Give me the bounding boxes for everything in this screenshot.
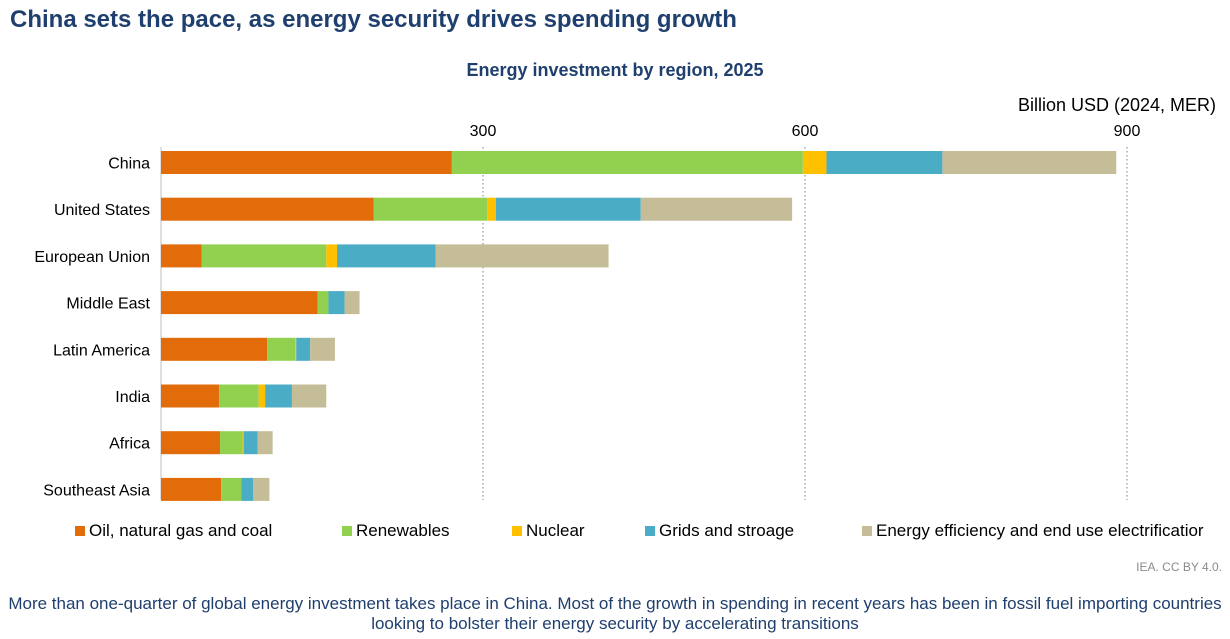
bar-segment — [241, 477, 254, 501]
bar-segment — [257, 431, 273, 455]
bar-segment — [221, 477, 242, 501]
bar-segment — [487, 197, 496, 221]
category-label-southeast-asia: Southeast Asia — [43, 482, 150, 499]
credit-text: IEA. CC BY 4.0. — [1136, 560, 1222, 574]
stacked-bar-chart: 300 600 900 China United States European Unio… — [34, 123, 1141, 501]
category-label-africa: Africa — [109, 436, 150, 453]
legend-item: Energy efficiency and end use electrific… — [862, 521, 1204, 541]
bar-segment — [291, 384, 327, 408]
bar-segment — [258, 384, 266, 408]
bar-segment — [161, 337, 268, 361]
bar-segment — [253, 477, 270, 501]
legend-label: Renewables — [356, 521, 450, 540]
category-label-european-union: European Union — [34, 249, 150, 266]
bar-segment — [161, 197, 374, 221]
category-label-united-states: United States — [54, 202, 150, 219]
bar-segment — [826, 151, 943, 174]
bar-segment — [495, 197, 641, 221]
bar-segment — [161, 151, 452, 174]
bar-segment — [161, 244, 202, 268]
bar-segment — [802, 151, 827, 174]
bar-segment — [218, 384, 259, 408]
category-label-latin-america: Latin America — [53, 342, 150, 359]
bar-segment — [296, 337, 311, 361]
bar-segment — [161, 477, 222, 501]
x-tick-label-300: 300 — [470, 123, 497, 140]
legend-swatch — [512, 526, 522, 536]
bar-segment — [220, 431, 243, 455]
chart-title: Energy investment by region, 2025 — [466, 60, 764, 80]
legend-item: Oil, natural gas and coal — [75, 521, 272, 541]
bar-segment — [161, 384, 219, 408]
x-tick-label-600: 600 — [792, 123, 819, 140]
bar-segment — [326, 244, 338, 268]
bar-segment — [451, 151, 803, 174]
bar-segment — [373, 197, 488, 221]
legend-item: Grids and stroage — [645, 521, 794, 541]
x-tick-label-900: 900 — [1114, 123, 1141, 140]
bar-segment — [267, 337, 296, 361]
axis-unit-label: Billion USD (2024, MER) — [1017, 95, 1216, 115]
legend-item: Nuclear — [512, 521, 585, 541]
bar-segment — [243, 431, 258, 455]
page-title: China sets the pace, as energy security … — [10, 6, 737, 33]
chart-legend: Oil, natural gas and coal Renewables Nucle… — [0, 521, 1230, 545]
bar-segment — [337, 244, 436, 268]
bar-segment — [161, 431, 221, 455]
legend-swatch — [645, 526, 655, 536]
bar-segment — [295, 337, 297, 361]
category-label-middle-east: Middle East — [66, 296, 150, 313]
bar-segment — [161, 291, 318, 315]
category-label-india: India — [115, 389, 150, 406]
legend-swatch — [342, 526, 352, 536]
bar-segment — [640, 197, 793, 221]
bar-segment — [942, 151, 1117, 174]
bar-segment — [310, 337, 335, 361]
bar-segment — [242, 431, 244, 455]
category-label-china: China — [108, 156, 150, 173]
chart-caption: More than one-quarter of global energy i… — [8, 594, 1222, 633]
bar-segment — [201, 244, 327, 268]
bar-segment — [435, 244, 609, 268]
bar-segment — [317, 291, 329, 315]
legend-item: Renewables — [342, 521, 450, 541]
bar-segment — [265, 384, 292, 408]
bar-segment — [328, 291, 345, 315]
bar-segment — [344, 291, 360, 315]
legend-label: Nuclear — [526, 521, 585, 540]
legend-swatch — [862, 526, 872, 536]
legend-label: Energy efficiency and end use electrific… — [876, 521, 1204, 540]
legend-swatch — [75, 526, 85, 536]
legend-label: Grids and stroage — [659, 521, 795, 540]
legend-label: Oil, natural gas and coal — [89, 521, 273, 540]
